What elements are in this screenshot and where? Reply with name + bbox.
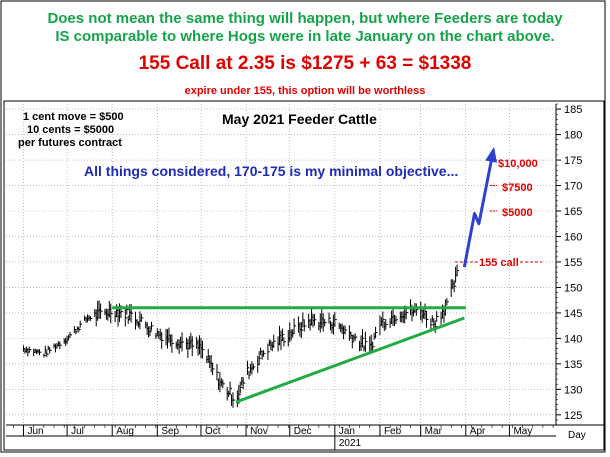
support-trendline (235, 316, 465, 404)
price-tick-label-160: 160 (564, 231, 582, 243)
chart-frame (3, 100, 605, 451)
price-tick-label-135: 135 (564, 359, 582, 371)
projection-path (462, 149, 495, 268)
month-label-nov: Nov (250, 426, 268, 437)
price-tick-label-150: 150 (564, 282, 582, 294)
month-label-jun: Jun (27, 426, 43, 437)
header-line-2: IS comparable to where Hogs were in late… (55, 28, 555, 45)
month-label-sep: Sep (161, 426, 179, 437)
price-tick-label-125: 125 (564, 410, 582, 422)
year-label: 2021 (339, 438, 362, 449)
month-label-dec: Dec (294, 426, 312, 437)
contract-note-1: 1 cent move = $500 (23, 111, 124, 123)
projection-arrowhead (485, 146, 498, 163)
call-price-headline: 155 Call at 2.35 is $1275 + 63 = $1338 (138, 53, 472, 74)
month-label-aug: Aug (116, 426, 134, 437)
price-tick-label-170: 170 (564, 181, 582, 193)
level-7500-label: $7500 (502, 182, 533, 194)
level-10000-label: $10,000 (498, 158, 538, 170)
x-axis-label: Day (568, 430, 586, 441)
month-label-apr: Apr (470, 426, 486, 437)
price-tick-label-180: 180 (564, 130, 582, 142)
price-tick-label-175: 175 (564, 155, 582, 167)
level-5000-label: $5000 (502, 207, 533, 219)
chart-title: May 2021 Feeder Cattle (222, 111, 377, 127)
price-tick-label-185: 185 (564, 104, 582, 116)
month-label-jan: Jan (339, 426, 355, 437)
objective-annotation: All things considered, 170-175 is my min… (84, 163, 459, 179)
month-label-may: May (513, 426, 532, 437)
header-line-1: Does not mean the same thing will happen… (47, 10, 563, 27)
month-label-feb: Feb (384, 426, 402, 437)
month-label-jul: Jul (71, 426, 84, 437)
expire-note: expire under 155, this option will be wo… (184, 85, 426, 97)
call-155-label-bg (478, 256, 520, 269)
contract-note-2: 10 cents = $5000 (27, 124, 115, 136)
price-tick-label-145: 145 (564, 308, 582, 320)
price-tick-label-165: 165 (564, 206, 582, 218)
month-label-oct: Oct (205, 426, 221, 437)
price-tick-label-140: 140 (564, 333, 582, 345)
month-label-mar: Mar (425, 426, 443, 437)
call-155-label: 155 call (479, 257, 519, 269)
price-tick-label-155: 155 (564, 257, 582, 269)
price-tick-label-130: 130 (564, 384, 582, 396)
contract-note-3: per futures contract (18, 137, 122, 149)
